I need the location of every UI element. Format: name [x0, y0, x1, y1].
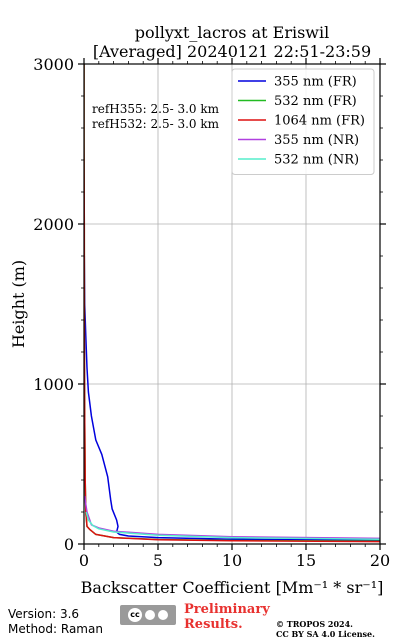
chart-title-line2: [Averaged] 20240121 22:51-23:59 [93, 42, 371, 61]
version-label: Version: 3.6 [8, 607, 80, 621]
legend-label: 532 nm (FR) [274, 94, 357, 109]
copyright-line1: © TROPOS 2024. [276, 619, 353, 629]
chart-title-line1: pollyxt_lacros at Eriswil [135, 23, 329, 42]
copyright-note: © TROPOS 2024. CC BY SA 4.0 License. [276, 619, 375, 639]
legend-label: 532 nm (NR) [274, 153, 359, 168]
x-tick-label: 10 [222, 551, 242, 570]
annotation-refh355: refH355: 2.5- 3.0 km [92, 102, 220, 116]
y-tick-label: 0 [64, 535, 74, 554]
series-line-0 [84, 255, 380, 541]
y-tick-label: 3000 [33, 55, 74, 74]
preliminary-results-note: Preliminary Results. [184, 602, 270, 632]
series-line-4 [85, 511, 380, 540]
axis-ticks: 0 5 10 15 20 0 1000 2000 3000 [33, 55, 390, 570]
x-tick-label: 20 [370, 551, 390, 570]
legend: 355 nm (FR) 532 nm (FR) 1064 nm (FR) 355 nm… [231, 68, 375, 175]
annotation-refh532: refH532: 2.5- 3.0 km [92, 117, 220, 131]
legend-label: 355 nm (FR) [274, 75, 357, 90]
legend-label: 355 nm (NR) [274, 133, 359, 148]
by-icon [145, 610, 155, 620]
legend-box [231, 68, 375, 175]
sa-icon [158, 610, 168, 620]
method-label: Method: Raman [8, 622, 103, 636]
x-tick-label: 0 [79, 551, 89, 570]
preliminary-line1: Preliminary [184, 602, 270, 617]
y-axis-label: Height (m) [9, 260, 28, 348]
y-tick-label: 2000 [33, 215, 74, 234]
cc-license-logo: cc [120, 605, 176, 625]
copyright-line2: CC BY SA 4.0 License. [276, 629, 375, 639]
x-tick-label: 15 [296, 551, 316, 570]
x-axis-label: Backscatter Coefficient [Mm⁻¹ * sr⁻¹] [81, 578, 384, 597]
y-tick-label: 1000 [33, 375, 74, 394]
x-tick-label: 5 [153, 551, 163, 570]
cc-logo-text: cc [128, 608, 142, 622]
preliminary-line2: Results. [184, 617, 243, 632]
legend-label: 1064 nm (FR) [274, 114, 365, 129]
